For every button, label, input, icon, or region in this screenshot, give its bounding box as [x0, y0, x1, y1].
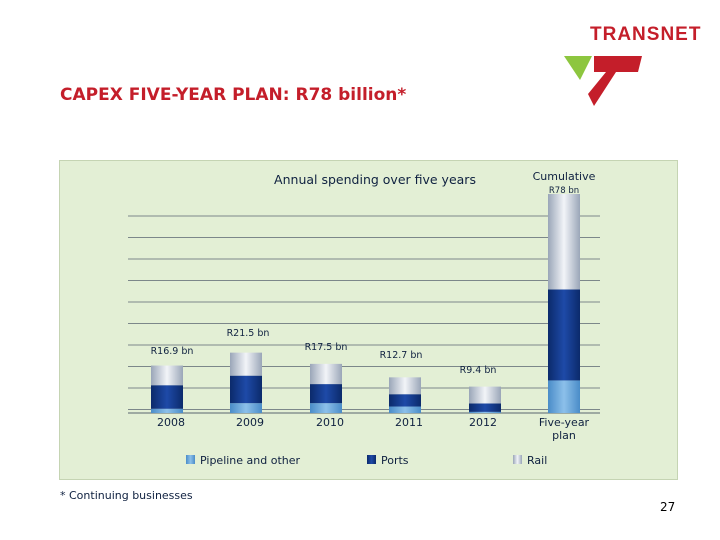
bar-ports-five-year-plan [548, 289, 580, 381]
data-label: R17.5 bn [305, 342, 348, 353]
bar-pipeline-and-other-2009 [230, 403, 262, 413]
bar-ports-2008 [151, 385, 183, 409]
page-number: 27 [660, 500, 676, 514]
data-label: R78 bn [549, 186, 579, 196]
data-label: R16.9 bn [151, 346, 194, 357]
bar-ports-2012 [469, 403, 501, 412]
x-tick-label: 2009 [236, 416, 264, 429]
legend-label: Ports [381, 454, 409, 467]
data-label: R12.7 bn [380, 350, 423, 361]
legend-swatch [186, 455, 195, 464]
legend-label: Rail [527, 454, 547, 467]
data-label: R9.4 bn [460, 365, 497, 376]
x-tick-label: plan [552, 429, 576, 442]
x-tick-label: 2011 [395, 416, 423, 429]
bar-pipeline-and-other-2010 [310, 403, 342, 413]
bar-ports-2009 [230, 375, 262, 404]
footnote: * Continuing businesses [60, 489, 193, 502]
bar-rail-2008 [151, 365, 183, 386]
x-tick-label: 2008 [157, 416, 185, 429]
bar-pipeline-and-other-2008 [151, 408, 183, 413]
bar-ports-2011 [389, 394, 421, 407]
bar-rail-2011 [389, 377, 421, 395]
x-tick-label: Five-year [539, 416, 590, 429]
bar-pipeline-and-other-five-year-plan [548, 380, 580, 413]
cumulative-title: Cumulative [533, 170, 596, 183]
bar-rail-2009 [230, 352, 262, 376]
bar-pipeline-and-other-2012 [469, 411, 501, 413]
bar-rail-2010 [310, 363, 342, 385]
bar-rail-five-year-plan [548, 194, 580, 290]
transnet-logo-icon [564, 56, 642, 106]
bar-rail-2012 [469, 386, 501, 404]
brand-logo-text: TRANSNET [590, 24, 702, 45]
legend-swatch [513, 455, 522, 464]
bar-pipeline-and-other-2011 [389, 406, 421, 413]
chart-title: Annual spending over five years [274, 172, 476, 187]
slide-title: CAPEX FIVE-YEAR PLAN: R78 billion* [60, 85, 407, 105]
x-tick-label: 2010 [316, 416, 344, 429]
data-label: R21.5 bn [227, 328, 270, 339]
x-tick-label: 2012 [469, 416, 497, 429]
bar-ports-2010 [310, 384, 342, 404]
legend-label: Pipeline and other [200, 454, 301, 467]
legend-swatch [367, 455, 376, 464]
